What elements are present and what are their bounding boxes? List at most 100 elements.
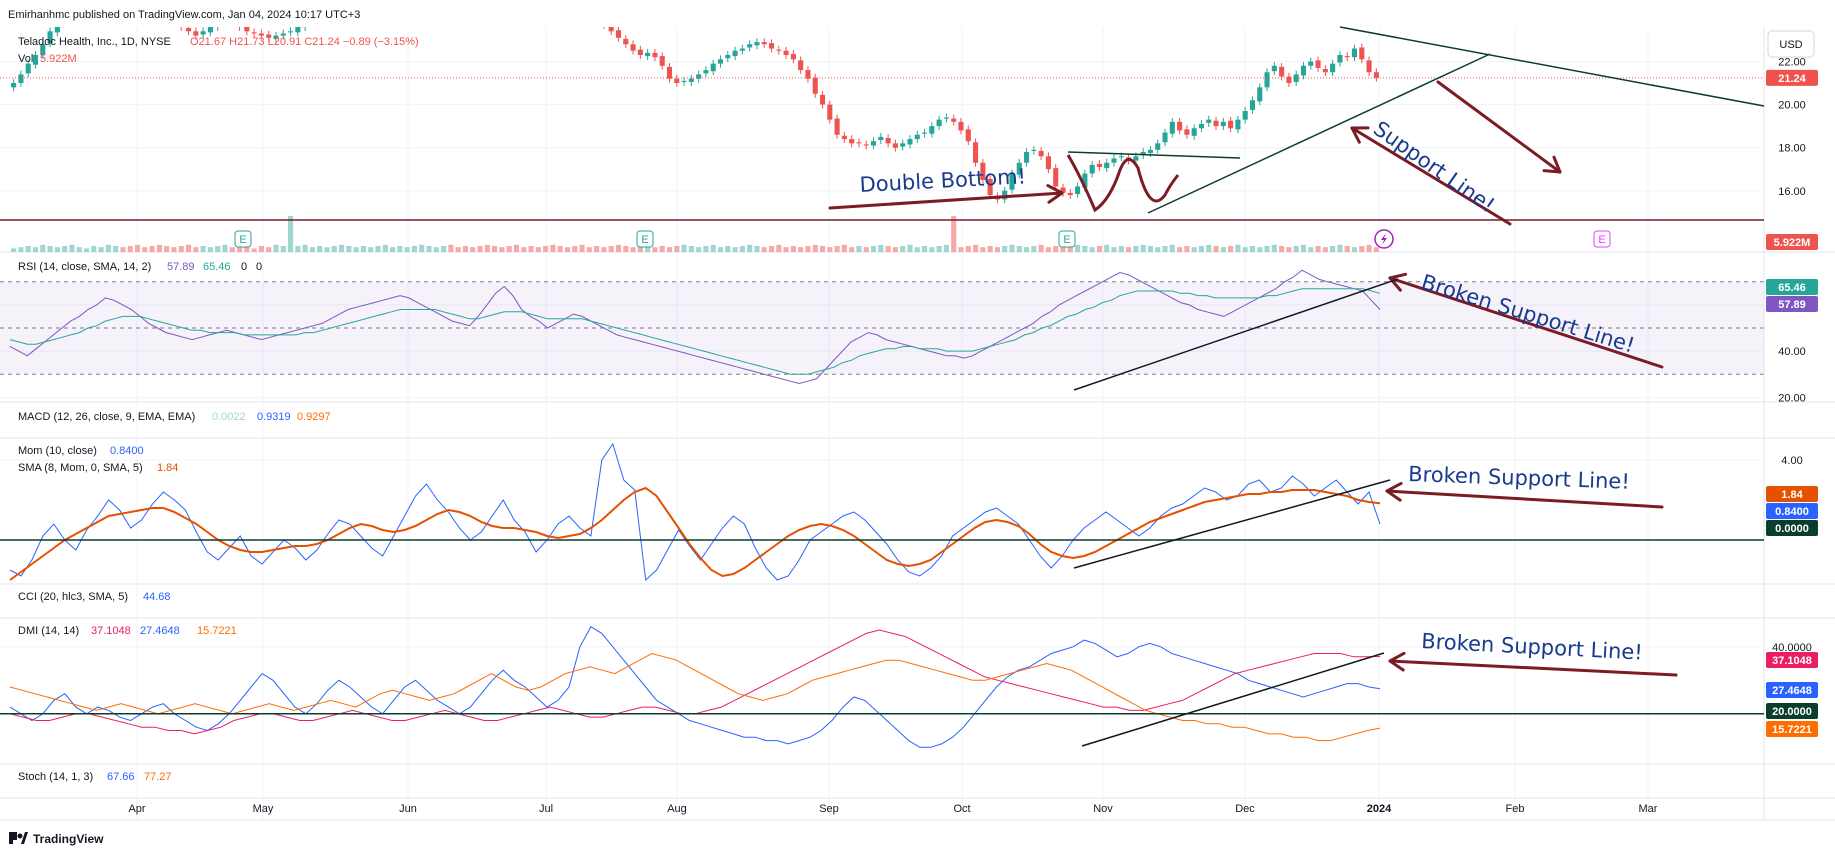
volume-bar [645, 244, 651, 252]
resistance-trendline[interactable] [1339, 26, 1765, 107]
volume-bar [1133, 246, 1139, 252]
candle-body [856, 142, 862, 144]
double-bottom-sketch[interactable] [1066, 154, 1180, 213]
volume-bar [1351, 247, 1358, 252]
currency-button[interactable] [1767, 30, 1815, 58]
volume-bar [1184, 246, 1190, 252]
candle-body [914, 134, 920, 140]
candle-body [1169, 121, 1175, 134]
candle-body [1002, 190, 1008, 200]
mom-sma-title[interactable]: SMA (8, Mom, 0, SMA, 5) [18, 462, 143, 474]
rsi-ma-tag: 65.46 [1778, 282, 1806, 294]
volume-bar [710, 244, 716, 252]
mom-zero-tag-bg [1766, 520, 1818, 536]
tradingview-logo-icon[interactable] [9, 832, 28, 844]
candle-body [739, 48, 745, 51]
volume-bar [91, 246, 97, 252]
candle-body [1096, 163, 1102, 168]
dmi-level-tag: 20.0000 [1772, 706, 1812, 718]
volume-bar [812, 244, 818, 252]
candle-body [710, 63, 716, 72]
candle-body [1031, 149, 1037, 151]
volume-bar [1198, 246, 1205, 252]
candle-body [921, 132, 928, 134]
mom-axis-label: 4.00 [1781, 455, 1802, 467]
symbol-title[interactable]: Teladoc Health, Inc., 1D, NYSE [18, 36, 171, 48]
dmi-title[interactable]: DMI (14, 14) [18, 625, 79, 637]
arrow-broken-dmi[interactable] [1388, 659, 1678, 677]
candle-body [1009, 173, 1015, 190]
volume-bar [550, 244, 556, 252]
volume-bar [1082, 246, 1088, 252]
macd-signal-value: 0.9297 [297, 411, 331, 423]
candle-body [1177, 121, 1183, 131]
arrow-broken-mom[interactable] [1385, 489, 1664, 509]
earnings-marker[interactable]: E [1058, 230, 1076, 248]
volume-bar [317, 246, 323, 252]
earnings-marker[interactable]: E [636, 230, 654, 248]
volume-bar [120, 247, 126, 252]
volume-bar [142, 247, 148, 252]
macd-title[interactable]: MACD (12, 26, close, 9, EMA, EMA) [18, 411, 195, 423]
candle-body [1315, 60, 1321, 68]
volume-bar [1118, 246, 1124, 252]
volume-bar [885, 246, 891, 252]
neckline[interactable] [1067, 151, 1241, 159]
candle-body [696, 74, 702, 79]
rsi-axis-label: 20.00 [1778, 392, 1806, 404]
arrow-support-line[interactable] [1350, 126, 1512, 226]
support-trendline[interactable] [1147, 53, 1491, 214]
time-axis-label: Oct [953, 803, 970, 815]
rsi-series-rsi-based-ma [9, 288, 1381, 375]
lightning-event-icon[interactable] [1374, 229, 1394, 249]
volume-bar [798, 247, 804, 252]
mom-title[interactable]: Mom (10, close) [18, 445, 97, 457]
mom-support-trendline[interactable] [1073, 479, 1391, 569]
candle-body [1359, 47, 1365, 60]
volume-bar [652, 247, 658, 252]
volume-bar [433, 247, 439, 252]
dmi-support-trendline[interactable] [1081, 652, 1385, 747]
candle-body [623, 38, 629, 45]
arrow-down-projection[interactable] [1436, 80, 1562, 174]
candle-body [1220, 121, 1226, 127]
rsi-title[interactable]: RSI (14, close, SMA, 14, 2) [18, 261, 151, 273]
candle-body [768, 43, 775, 49]
volume-bar [1271, 244, 1277, 252]
volume-bar [331, 246, 337, 252]
volume-bar [594, 246, 600, 252]
volume-bar [929, 247, 935, 252]
tradingview-logo-text[interactable]: TradingView [33, 832, 104, 846]
volume-bar [506, 246, 512, 252]
volume-bar [601, 247, 607, 252]
volume-bar [739, 246, 745, 252]
arrow-broken-rsi[interactable] [1388, 276, 1664, 369]
volume-bar [1104, 244, 1110, 252]
volume-bar [76, 247, 82, 252]
rsi-axis-label: 40.00 [1778, 346, 1806, 358]
currency-label: USD [1779, 39, 1802, 51]
volume-bar [127, 246, 133, 252]
volume-bar [105, 244, 111, 252]
candle-body [1249, 100, 1256, 110]
arrow-double-bottom[interactable] [828, 191, 1064, 210]
earnings-marker[interactable]: E [234, 230, 252, 248]
volume-bar [754, 246, 760, 252]
volume-bar [339, 244, 345, 252]
volume-bar [659, 246, 665, 252]
volume-bar [25, 246, 31, 252]
rsi-support-trendline[interactable] [1073, 278, 1399, 391]
volume-bar [1213, 246, 1219, 252]
volume-bar [521, 247, 527, 252]
price-axis-label: 18.00 [1778, 143, 1806, 155]
earnings-marker-upcoming[interactable]: E [1593, 230, 1611, 248]
candle-body [798, 60, 804, 71]
arrow-broken-rsi-head [1388, 272, 1408, 280]
candle-body [1045, 156, 1051, 170]
cci-title[interactable]: CCI (20, hlc3, SMA, 5) [18, 591, 128, 603]
volume-bar [1300, 244, 1307, 252]
volume-bar [164, 246, 170, 252]
stoch-title[interactable]: Stoch (14, 1, 3) [18, 771, 93, 783]
rsi-tag-bg [1766, 296, 1818, 312]
